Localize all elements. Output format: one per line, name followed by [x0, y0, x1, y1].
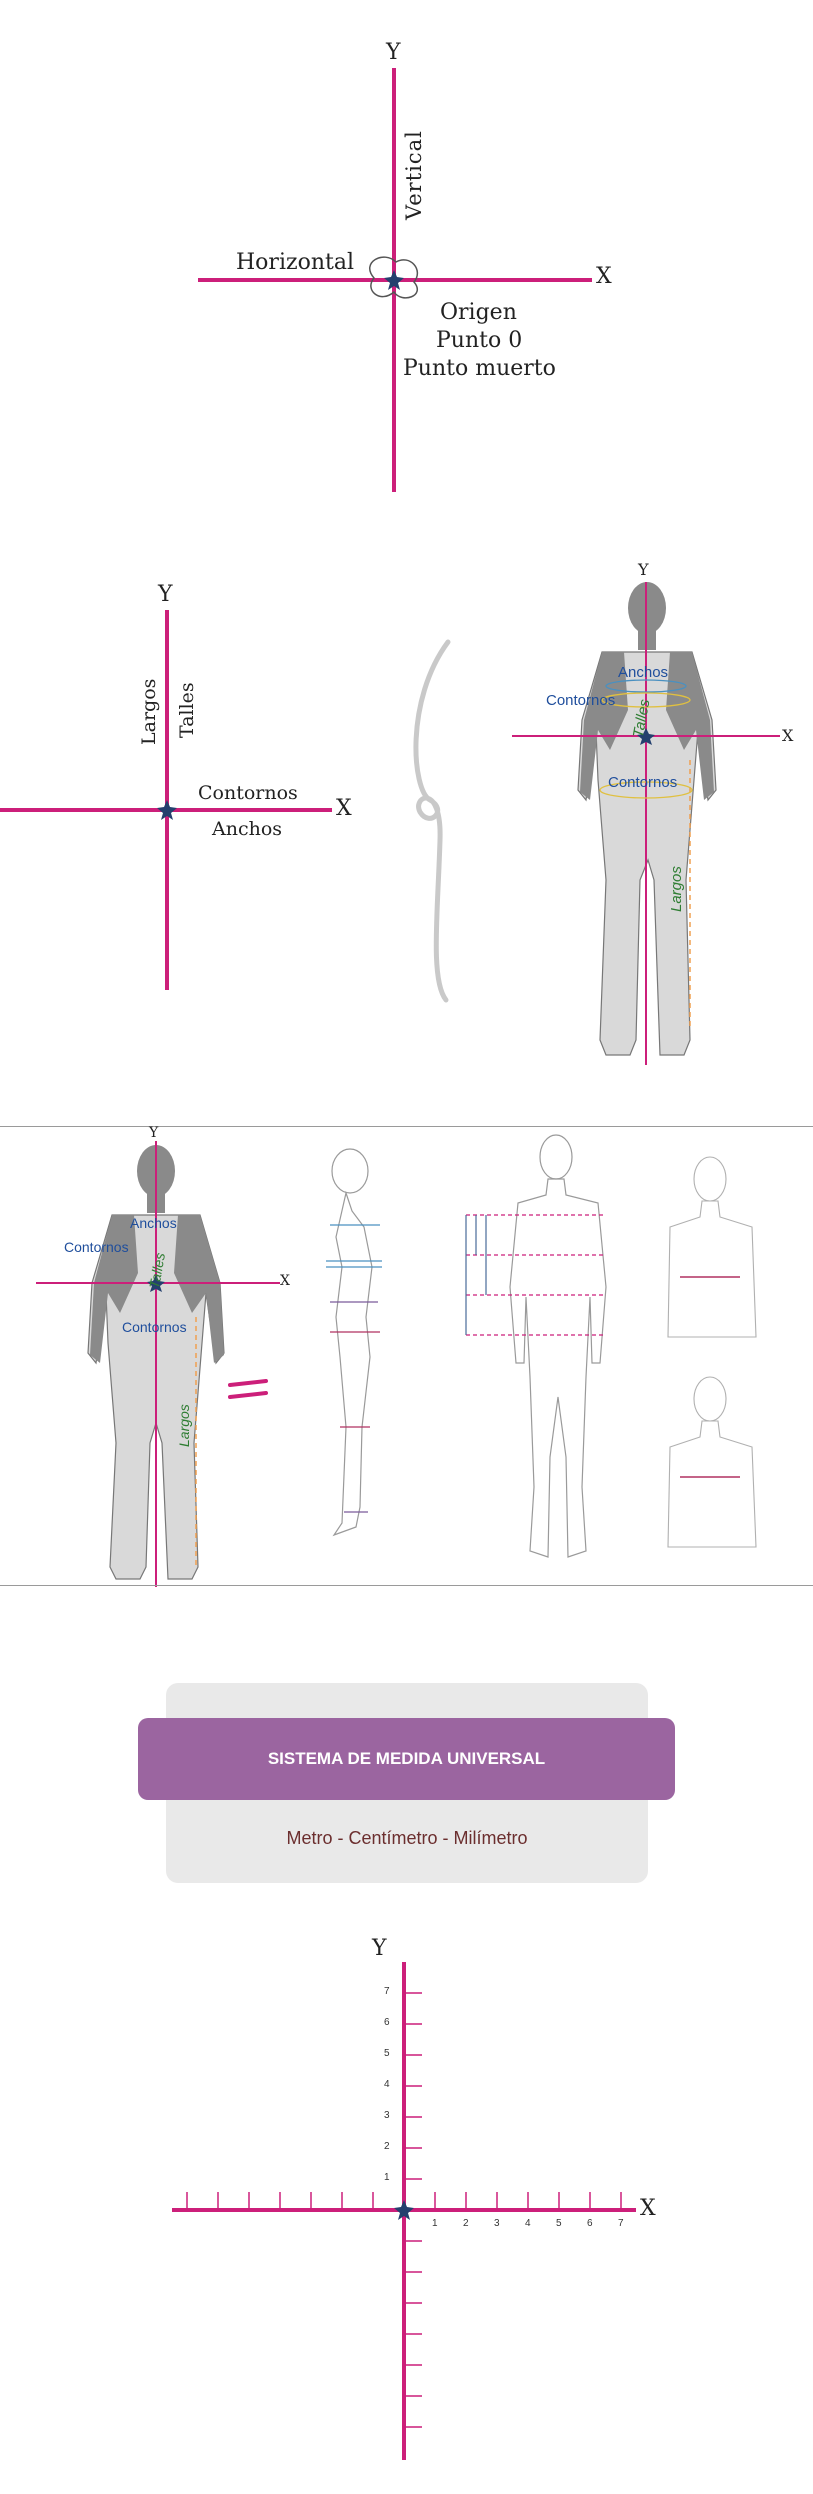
- figure-contornos-left-label: Contornos: [64, 1239, 129, 1255]
- y-axis-label: Y: [386, 40, 401, 65]
- y-axis-label: Y: [372, 1936, 387, 1961]
- measure-system-title: SISTEMA DE MEDIDA UNIVERSAL: [138, 1718, 675, 1800]
- body-axes-graphic: [0, 582, 780, 1065]
- figure-x-label: X: [782, 726, 794, 745]
- equals-bar-top: [228, 1379, 268, 1387]
- figure-largos-label: Largos: [176, 1404, 192, 1447]
- y-tick-label: 2: [384, 2141, 390, 2152]
- axes-graphic: [198, 68, 592, 492]
- x-tick-label: 2: [463, 2218, 469, 2229]
- hip-measure-line: [599, 781, 693, 799]
- divider-bottom: [0, 1585, 813, 1586]
- figure-largos-label: Largos: [668, 866, 685, 912]
- graduated-axes-graphic: [172, 1962, 636, 2460]
- origin-label: Origen: [440, 300, 517, 325]
- contour-measure-line: [601, 692, 691, 708]
- side-view-sketch-icon: [326, 1148, 382, 1537]
- figure-y-label: Y: [638, 560, 649, 579]
- origin-star-icon: [394, 2200, 414, 2220]
- x-tick-label: 1: [432, 2218, 438, 2229]
- horizontal-label: Horizontal: [236, 250, 354, 275]
- x-axis-label: X: [640, 2196, 656, 2221]
- punto-muerto-label: Punto muerto: [403, 356, 556, 381]
- y-axis-label: Y: [158, 582, 173, 607]
- y-tick-label: 1: [384, 2172, 390, 2183]
- origin-star-icon: [384, 270, 404, 290]
- graduated-axes-diagram: Y X 1 2 3 4 5 6 7 1 2 3 4 5 6 7: [0, 1936, 813, 2494]
- origin-star-icon: [157, 800, 177, 820]
- figure-contornos-bottom-label: Contornos: [608, 774, 678, 791]
- axes-origin-diagram: Y X Vertical Horizontal Origen Punto 0 P…: [0, 0, 813, 520]
- back-sketch-icon: [667, 1376, 757, 1548]
- figure-y-label: Y: [149, 1125, 159, 1141]
- x-tick-label: 4: [525, 2218, 531, 2229]
- y-tick-label: 4: [384, 2079, 390, 2090]
- x-tick-label: 5: [556, 2218, 562, 2229]
- largos-label: Largos: [138, 678, 160, 745]
- y-tick-label: 3: [384, 2110, 390, 2121]
- front-bust-sketch-icon: [667, 1156, 757, 1338]
- figure-contornos-left-label: Contornos: [546, 692, 616, 709]
- equivalence-graphic: [36, 1134, 757, 1587]
- figure-anchos-label: Anchos: [618, 664, 669, 681]
- front-measure-sketch-icon: [465, 1134, 607, 1558]
- measure-units-text: Metro - Centímetro - Milímetro: [286, 1828, 528, 1848]
- figure-contornos-bottom-label: Contornos: [122, 1319, 187, 1335]
- origin-swirl-icon: [369, 256, 419, 299]
- figure-equivalence-diagram: Y X Anchos Contornos Talles Contornos La…: [0, 1125, 813, 1587]
- y-tick-label: 5: [384, 2048, 390, 2059]
- body-axes-diagram: Y X Largos Talles Contornos Anchos Y X A…: [0, 560, 813, 1080]
- figure-origin-star-icon: [147, 1275, 165, 1292]
- y-tick-label: 6: [384, 2017, 390, 2028]
- spine-curve-icon: [413, 639, 451, 1003]
- punto-cero-label: Punto 0: [436, 328, 523, 353]
- anchos-measure-line: [605, 679, 687, 693]
- x-tick-label: 3: [494, 2218, 500, 2229]
- figure-origin-star-icon: [637, 728, 655, 745]
- anchos-label: Anchos: [212, 818, 283, 840]
- talles-label: Talles: [176, 682, 198, 738]
- x-axis-label: X: [336, 796, 352, 821]
- x-tick-label: 7: [618, 2218, 624, 2229]
- y-tick-label: 7: [384, 1986, 390, 1997]
- figure-x-label: X: [280, 1273, 290, 1289]
- figure-anchos-label: Anchos: [130, 1215, 177, 1231]
- x-axis-label: X: [596, 264, 612, 289]
- x-tick-label: 6: [587, 2218, 593, 2229]
- equals-bar-bottom: [228, 1391, 268, 1399]
- contornos-label: Contornos: [198, 782, 298, 804]
- vertical-label: Vertical: [402, 130, 426, 220]
- divider-top: [0, 1126, 813, 1127]
